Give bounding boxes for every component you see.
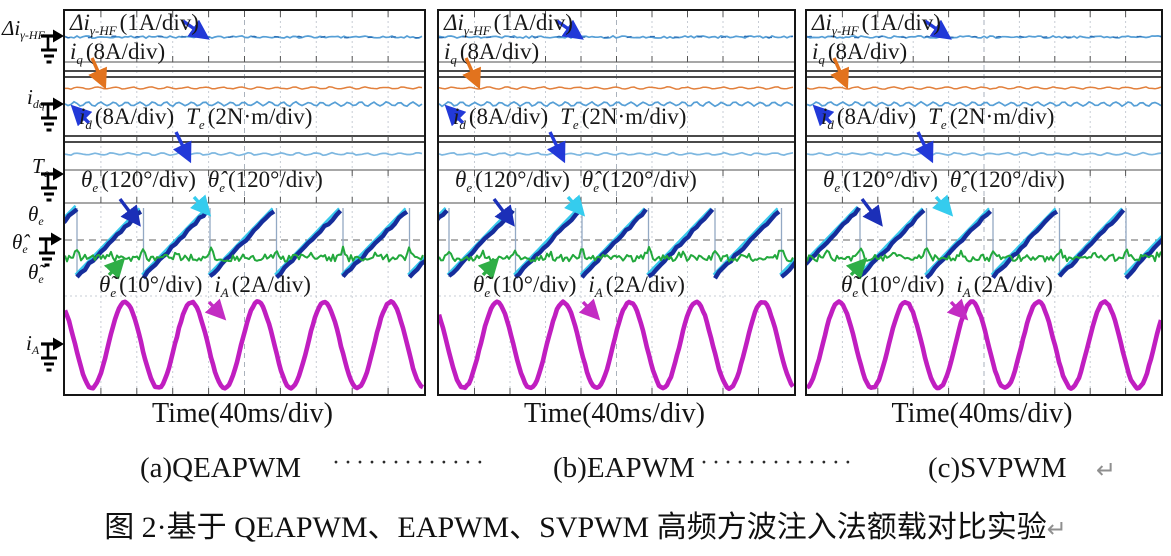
- subcaption-a: (a)QEAPWM: [140, 452, 302, 484]
- channel-label-iq: iq (8A/div): [444, 39, 540, 67]
- channel-label-theta-err-ia: θ̃e (10°/div) iA (2A/div): [473, 272, 685, 300]
- probe-ground-icon: [41, 337, 64, 372]
- channel-label-theta-err-ia: θ̃e (10°/div) iA (2A/div): [99, 272, 311, 300]
- channel-label-id-te: id (8A/div) Te (2N·m/div): [821, 104, 1055, 132]
- rail-label-idq: idq: [27, 85, 45, 111]
- probe-ground-icon: [41, 97, 64, 132]
- return-mark-icon: ↵: [1046, 515, 1067, 543]
- scope-panel-c: Δiγ-HF (1A/div) iq (8A/div) id (8A/div) Te (2…: [805, 9, 1163, 396]
- rail-label-ia: iA: [26, 331, 40, 357]
- scope-panel-a: Δiγ-HF (1A/div) iq (8A/div) id (8A/div) Te (2…: [63, 9, 426, 396]
- probe-ground-icon: [41, 29, 64, 64]
- channel-label-theta-err-ia: θ̃e (10°/div) iA (2A/div): [841, 272, 1053, 300]
- waveform-svg: [439, 11, 794, 394]
- figure-caption: 图 2·基于 QEAPWM、EAPWM、SVPWM 高频方波注入法额载对比实验↵: [104, 511, 1067, 544]
- channel-label-theta: θe (120°/div) θ̂e (120°/div): [455, 167, 697, 195]
- rail-label-theta-tilde: θ̃e: [28, 260, 44, 286]
- scope-panel-b: Δiγ-HF (1A/div) iq (8A/div) id (8A/div) Te (2…: [437, 9, 796, 396]
- time-axis-label: Time(40ms/div): [891, 398, 1073, 429]
- rail-label-theta-hat: θ̂e: [12, 230, 28, 256]
- channel-label-id-te: id (8A/div) Te (2N·m/div): [453, 104, 687, 132]
- probe-ground-icon: [39, 232, 62, 267]
- waveform-svg: [65, 11, 424, 394]
- channel-label-theta: θe (120°/div) θ̂e (120°/div): [823, 167, 1065, 195]
- channel-label-id-te: id (8A/div) Te (2N·m/div): [79, 104, 313, 132]
- dot-leader: ·············: [700, 450, 856, 476]
- channel-label-iq: iq (8A/div): [70, 39, 166, 67]
- time-axis-label: Time(40ms/div): [152, 398, 333, 429]
- return-mark-icon: ↵: [1096, 456, 1117, 484]
- rail-label-di-hf: Δiγ-HF: [2, 16, 45, 42]
- channel-label-di-hf: Δiγ-HF (1A/div): [812, 10, 941, 38]
- subcaption-b: (b)EAPWM: [553, 452, 695, 484]
- channel-label-iq: iq (8A/div): [812, 39, 908, 67]
- dot-leader: ·············: [332, 450, 488, 476]
- subcaption-c: (c)SVPWM: [928, 452, 1067, 484]
- probe-ground-icon: [41, 167, 64, 202]
- time-axis-label: Time(40ms/div): [524, 398, 705, 429]
- waveform-svg: [807, 11, 1161, 394]
- channel-label-theta: θe (120°/div) θ̂e (120°/div): [81, 167, 323, 195]
- channel-label-di-hf: Δiγ-HF (1A/div): [444, 10, 573, 38]
- channel-label-di-hf: Δiγ-HF (1A/div): [70, 10, 199, 38]
- rail-label-theta-e: θe: [28, 202, 44, 228]
